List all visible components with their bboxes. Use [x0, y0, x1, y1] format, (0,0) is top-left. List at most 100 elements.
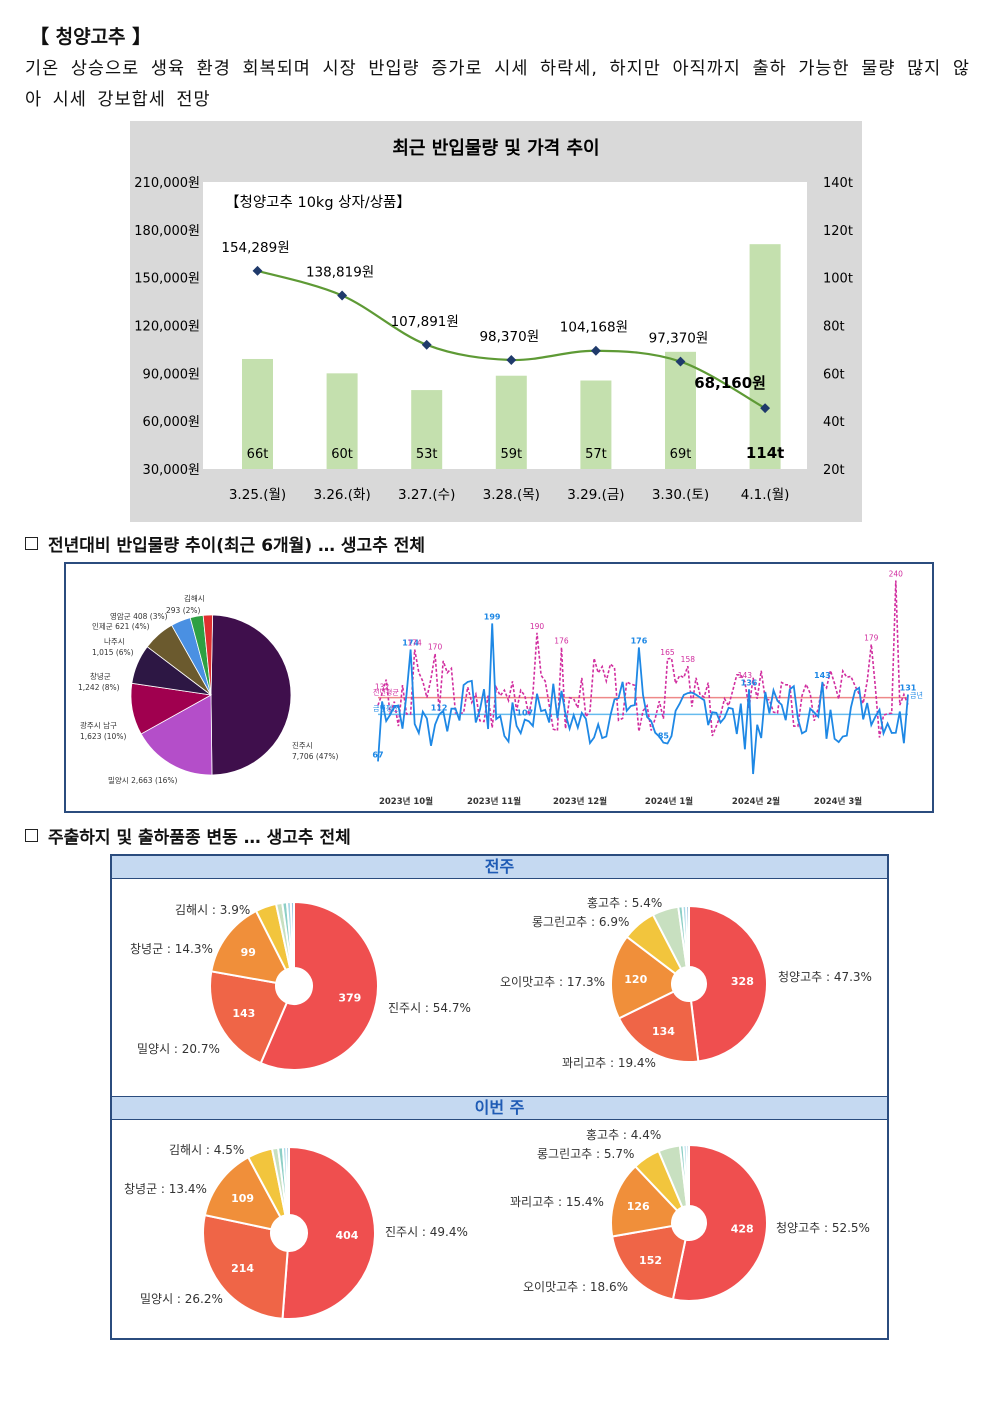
pie-label-gimhae-value: 293 (2%) [166, 606, 201, 615]
volume-label: 114t [746, 444, 784, 462]
pink-annotation: 240 [889, 569, 904, 578]
price-label: 107,891원 [391, 314, 459, 330]
x-month-label: 2024년 2월 [732, 796, 780, 807]
x-tick: 4.1.(월) [741, 487, 790, 503]
price-point [337, 290, 348, 301]
price-point [590, 345, 601, 356]
section3-title-text: 주출하지 및 출하품종 변동 … 생고추 전체 [48, 828, 351, 848]
pink-annotation: 179 [864, 633, 879, 642]
donut-value: 428 [731, 1223, 754, 1236]
x-tick: 3.28.(목) [483, 487, 540, 503]
price-label: 104,168원 [560, 320, 628, 336]
volume-bars: 66t 60t 53t 59t 57t 69t 114t [242, 244, 784, 469]
right-tick: 140t [823, 176, 853, 191]
section-heading: 【 청양고추 】 [30, 26, 152, 48]
pink-annotation: 158 [681, 655, 696, 664]
x-tick: 3.25.(월) [229, 487, 286, 503]
pink-annotation: 132 [375, 682, 390, 691]
x-month-label: 2024년 3월 [814, 796, 862, 807]
this-variety-donut: 428 152 126 [610, 1143, 768, 1302]
donut-value: 134 [652, 1025, 675, 1038]
donut-area: 379 143 99 328 134 120 404 214 109 428 152 126 김… [124, 896, 872, 1320]
yearly-comparison-panel: 김해시 293 (2%) 영암군 408 (3%) 인제군 621 (4%) 나… [64, 562, 934, 813]
left-tick: 150,000원 [134, 272, 200, 287]
pie-label-changnyeong: 창녕군 [90, 672, 111, 681]
left-tick: 120,000원 [134, 320, 200, 335]
donut-slice [209, 970, 289, 1065]
blue-annotation: 174 [402, 639, 419, 648]
right-tick: 120t [823, 224, 853, 239]
price-label: 154,289원 [221, 240, 289, 256]
volume-label: 53t [416, 447, 438, 462]
volume-label: 57t [585, 447, 607, 462]
volume-bar [665, 351, 696, 469]
donut-slice [202, 1213, 289, 1320]
left-tick: 30,000원 [143, 463, 200, 478]
pink-annotation: 170 [428, 643, 443, 652]
donut-slice [289, 900, 295, 970]
lbl-this-miryang: 밀양시 : 26.2% [140, 1292, 223, 1306]
left-axis: 210,000원 180,000원 150,000원 120,000원 90,000원 6… [134, 176, 200, 478]
donut-slice [685, 904, 690, 969]
pie-label-jinju: 진주시 [292, 740, 313, 750]
blue-annotation: 67 [372, 750, 383, 759]
volume-bar [326, 373, 358, 469]
curr-year-line [377, 623, 909, 775]
left-tick: 180,000원 [134, 224, 200, 239]
donut-value: 109 [231, 1192, 254, 1205]
lbl-this-kkwari: 꽈리고추 : 15.4% [510, 1195, 604, 1209]
lbl-prev-hong: 홍고추 : 5.4% [587, 896, 662, 910]
donut-slice [203, 1155, 282, 1231]
blue-annotation: 85 [658, 732, 670, 741]
right-axis: 140t 120t 100t 80t 60t 40t 20t [823, 176, 853, 478]
blue-annotation: 112 [431, 703, 448, 712]
donut-slice [259, 900, 379, 1071]
price-label: 68,160원 [694, 374, 766, 392]
section3-title: 주출하지 및 출하품종 변동 … 생고추 전체 [25, 823, 351, 848]
lbl-prev-gimhae: 김해시 : 3.9% [175, 903, 250, 917]
pink-annotation: 190 [530, 622, 545, 631]
pie-label-inje: 인제군 621 (4%) [92, 621, 150, 631]
section2-title-text: 전년대비 반입물량 추이(최근 6개월) … 생고추 전체 [48, 536, 426, 556]
prev-avg-label: 전년평균 [373, 688, 399, 697]
donut-slice [685, 1143, 690, 1208]
blue-annotation: 131 [900, 683, 917, 692]
x-month-label: 2024년 1월 [645, 796, 693, 807]
x-month-label: 2023년 11월 [467, 796, 521, 807]
volume-label: 60t [331, 447, 353, 462]
donut-value: 120 [624, 973, 647, 986]
volume-bar [411, 390, 443, 469]
pie-label-yeongam: 영암군 408 (3%) [110, 611, 168, 621]
donut-value: 143 [232, 1007, 255, 1020]
curr-avg-label: 금년평균 [373, 703, 399, 712]
left-tick: 210,000원 [134, 176, 200, 191]
donut-slice [610, 1164, 679, 1238]
this-region-donut: 404 214 109 [202, 1145, 376, 1320]
pink-annotation: 176 [554, 636, 569, 645]
price-label: 138,819원 [306, 264, 374, 280]
pie-label-miryang: 밀양시 2,663 (16%) [108, 776, 178, 785]
checkbox-icon [25, 829, 38, 842]
pink-annotation: 174 [408, 639, 423, 648]
donut-value: 152 [639, 1254, 662, 1267]
donut-slice [688, 904, 768, 1063]
yearly-panel-svg: 김해시 293 (2%) 영암군 408 (3%) 인제군 621 (4%) 나… [78, 569, 923, 807]
volume-bar [580, 380, 612, 469]
prev-region-donut: 379 143 99 [209, 900, 379, 1071]
price-point [675, 356, 686, 367]
pie-slice [202, 614, 214, 696]
price-label: 97,370원 [649, 331, 709, 347]
volume-bar [242, 358, 273, 469]
lbl-prev-cheongyang: 청양고추 : 47.3% [778, 970, 872, 984]
price-volume-chart: 최근 반입물량 및 가격 추이 【청양고추 10kg 상자/상품】 210,00… [130, 121, 862, 522]
summary-text: 기온 상승으로 생육 환경 회복되며 시장 반입량 증가로 시세 하락세, 하지… [25, 59, 970, 110]
volume-bar [749, 244, 781, 469]
x-month-label: 2023년 10월 [379, 796, 433, 807]
pie-label-jinju-value: 7,706 (47%) [292, 752, 338, 761]
lbl-prev-longgreen: 롱그린고추 : 6.9% [532, 915, 629, 929]
pink-annotation: 165 [660, 648, 675, 657]
pie-labels: 김해시 293 (2%) 영암군 408 (3%) 인제군 621 (4%) 나… [78, 593, 338, 785]
volume-label: 59t [500, 447, 522, 462]
donut-value: 404 [335, 1229, 358, 1242]
